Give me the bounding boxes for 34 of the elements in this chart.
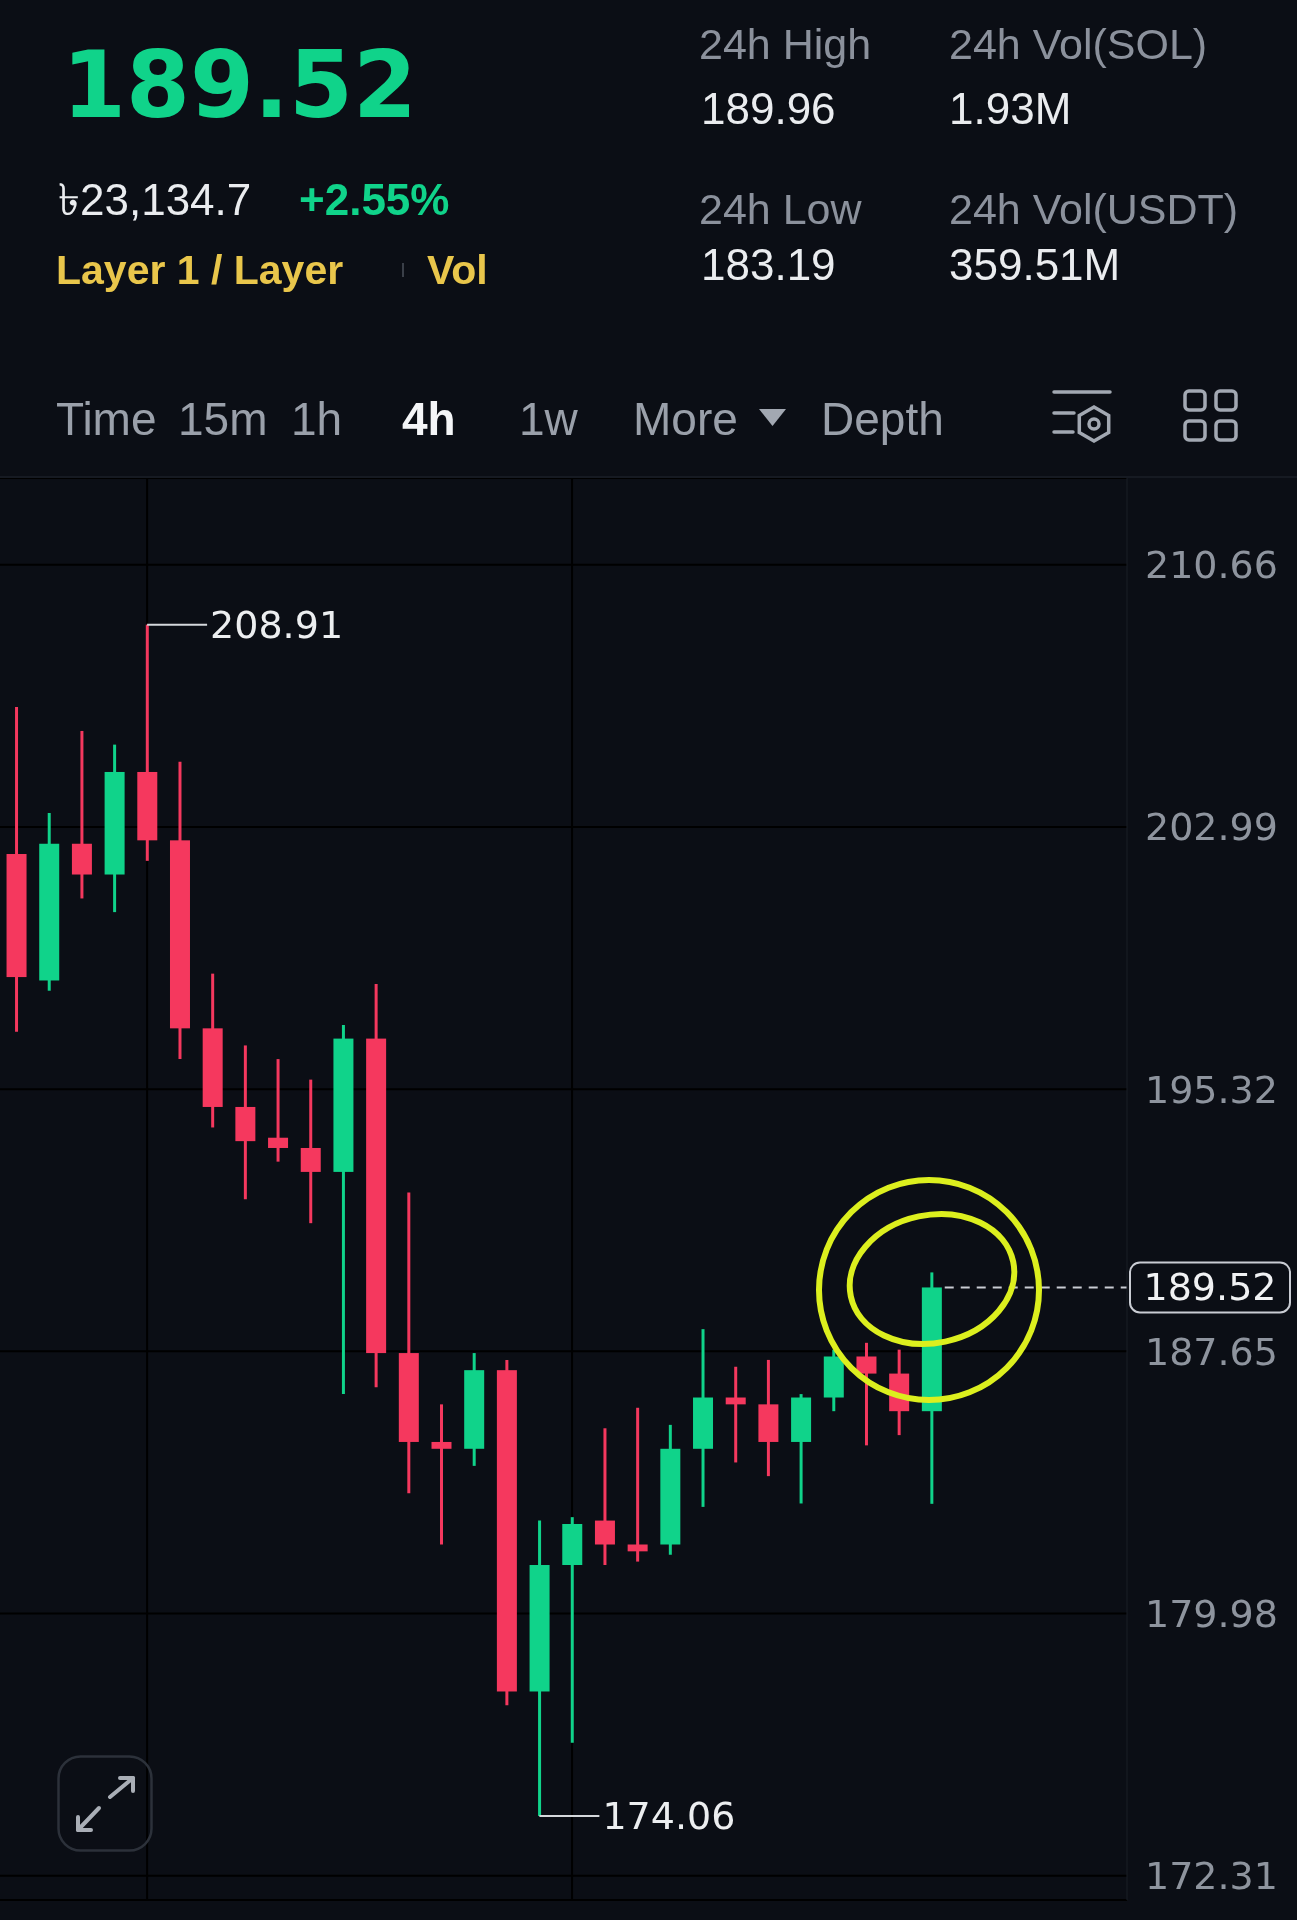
text: Depth bbox=[821, 393, 944, 445]
text: ৳23,134.7 bbox=[58, 175, 252, 224]
text: 183.19 bbox=[701, 240, 836, 289]
text: Layer 1 / Layer bbox=[56, 247, 344, 293]
candlestick bbox=[594, 1428, 615, 1566]
text: 1h bbox=[291, 393, 343, 445]
text: 1w bbox=[519, 393, 578, 445]
y-tick-label: 172.31 bbox=[1145, 1854, 1278, 1899]
text: 189.96 bbox=[701, 84, 836, 133]
candlestick bbox=[431, 1404, 452, 1545]
text: 24h Low bbox=[699, 185, 862, 233]
y-tick-label: 210.66 bbox=[1145, 543, 1278, 588]
text: 4h bbox=[402, 393, 456, 445]
candlestick bbox=[268, 1059, 289, 1162]
text: +2.55% bbox=[299, 175, 450, 224]
ref-line-label: 189.52 bbox=[1143, 1265, 1277, 1310]
text: 359.51M bbox=[949, 240, 1121, 289]
y-tick-label: 179.98 bbox=[1145, 1592, 1278, 1637]
text: 189.52 bbox=[62, 32, 418, 139]
text: 24h High bbox=[699, 20, 872, 68]
text: 24h Vol(USDT) bbox=[949, 185, 1239, 233]
candlestick bbox=[856, 1341, 877, 1446]
text: Time bbox=[56, 393, 157, 445]
y-tick-label: 202.99 bbox=[1145, 805, 1278, 850]
annotation: 174.06 bbox=[602, 1793, 736, 1838]
candlestick bbox=[300, 1079, 321, 1225]
text: Vol bbox=[427, 247, 488, 293]
annotation: 208.91 bbox=[210, 602, 344, 647]
text: More bbox=[633, 393, 738, 445]
text: 1.93M bbox=[949, 84, 1072, 133]
y-tick-label: 195.32 bbox=[1145, 1067, 1278, 1112]
text: 15m bbox=[178, 393, 268, 445]
y-tick-label: 187.65 bbox=[1145, 1329, 1278, 1374]
text: 24h Vol(SOL) bbox=[949, 20, 1208, 68]
